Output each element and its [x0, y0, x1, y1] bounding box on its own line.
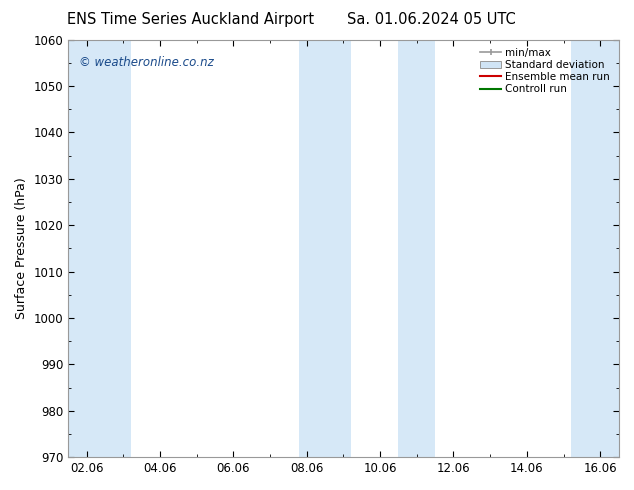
Bar — [68, 40, 131, 457]
Text: Sa. 01.06.2024 05 UTC: Sa. 01.06.2024 05 UTC — [347, 12, 515, 27]
Bar — [398, 40, 435, 457]
Legend: min/max, Standard deviation, Ensemble mean run, Controll run: min/max, Standard deviation, Ensemble me… — [477, 45, 613, 98]
Bar — [299, 40, 351, 457]
Text: © weatheronline.co.nz: © weatheronline.co.nz — [79, 56, 214, 69]
Y-axis label: Surface Pressure (hPa): Surface Pressure (hPa) — [15, 177, 28, 319]
Text: ENS Time Series Auckland Airport: ENS Time Series Auckland Airport — [67, 12, 314, 27]
Bar — [571, 40, 619, 457]
